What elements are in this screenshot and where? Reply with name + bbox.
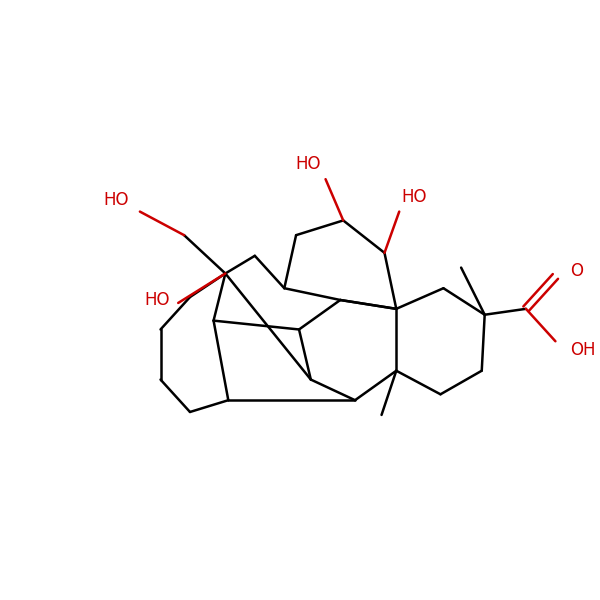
Text: HO: HO (145, 291, 170, 309)
Text: OH: OH (570, 341, 596, 359)
Text: HO: HO (104, 191, 129, 209)
Text: O: O (570, 262, 583, 280)
Text: HO: HO (401, 188, 427, 206)
Text: HO: HO (295, 155, 320, 173)
